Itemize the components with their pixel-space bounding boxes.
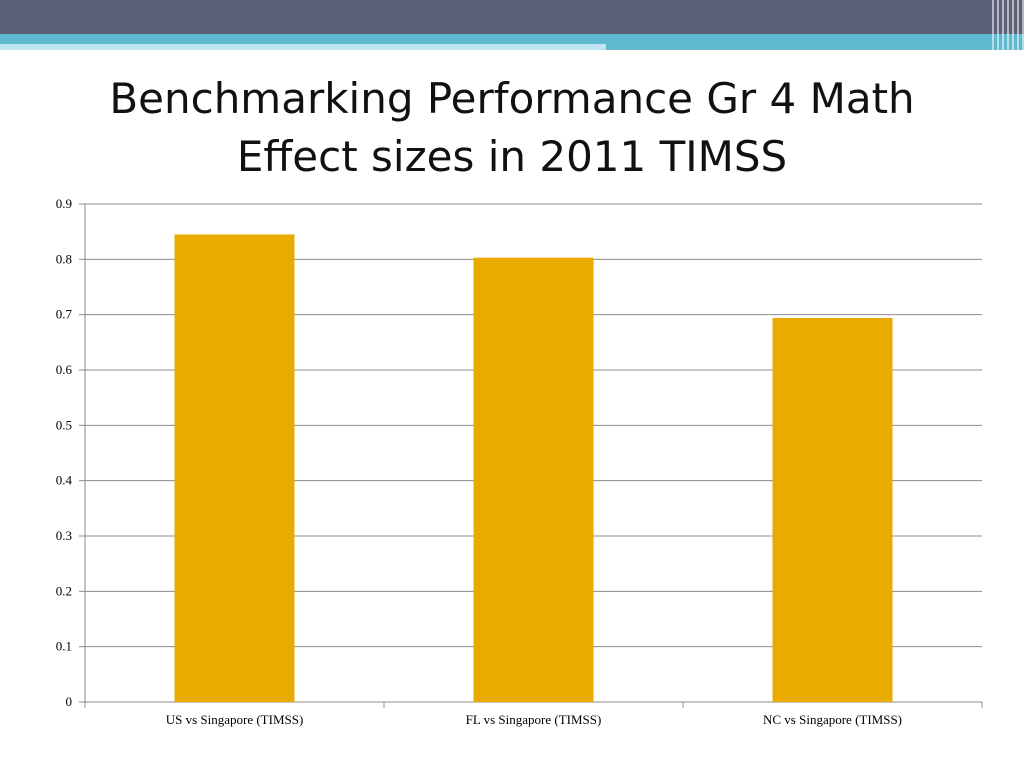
y-tick-label: 0.8 [56, 251, 72, 266]
y-tick-label: 0.7 [56, 307, 73, 322]
x-category-label: NC vs Singapore (TIMSS) [763, 712, 902, 727]
x-category-label: US vs Singapore (TIMSS) [166, 712, 304, 727]
bar [772, 317, 893, 702]
y-tick-label: 0.3 [56, 528, 72, 543]
header-band [0, 0, 1024, 34]
y-tick-label: 0.9 [56, 196, 72, 211]
bar [174, 234, 295, 702]
accent-highlight [0, 44, 606, 50]
y-tick-label: 0.1 [56, 639, 72, 654]
y-tick-label: 0.2 [56, 583, 72, 598]
slide-title-line-2: Effect sizes in 2011 TIMSS [236, 132, 788, 181]
corner-stripes [992, 0, 1024, 50]
y-tick-label: 0.4 [56, 473, 73, 488]
slide-title-line-1: Benchmarking Performance Gr 4 Math [109, 74, 915, 123]
y-tick-label: 0.5 [56, 417, 72, 432]
y-tick-label: 0 [66, 694, 73, 709]
x-category-label: FL vs Singapore (TIMSS) [466, 712, 602, 727]
bar [473, 257, 594, 702]
bar-chart: 0 0.1 0.2 0.3 0.4 0.5 0.6 0.7 0.8 0.9 US vs Singap… [56, 196, 983, 727]
y-tick-label: 0.6 [56, 362, 73, 377]
slide-title: Benchmarking Performance Gr 4 Math Effec… [0, 70, 1024, 186]
